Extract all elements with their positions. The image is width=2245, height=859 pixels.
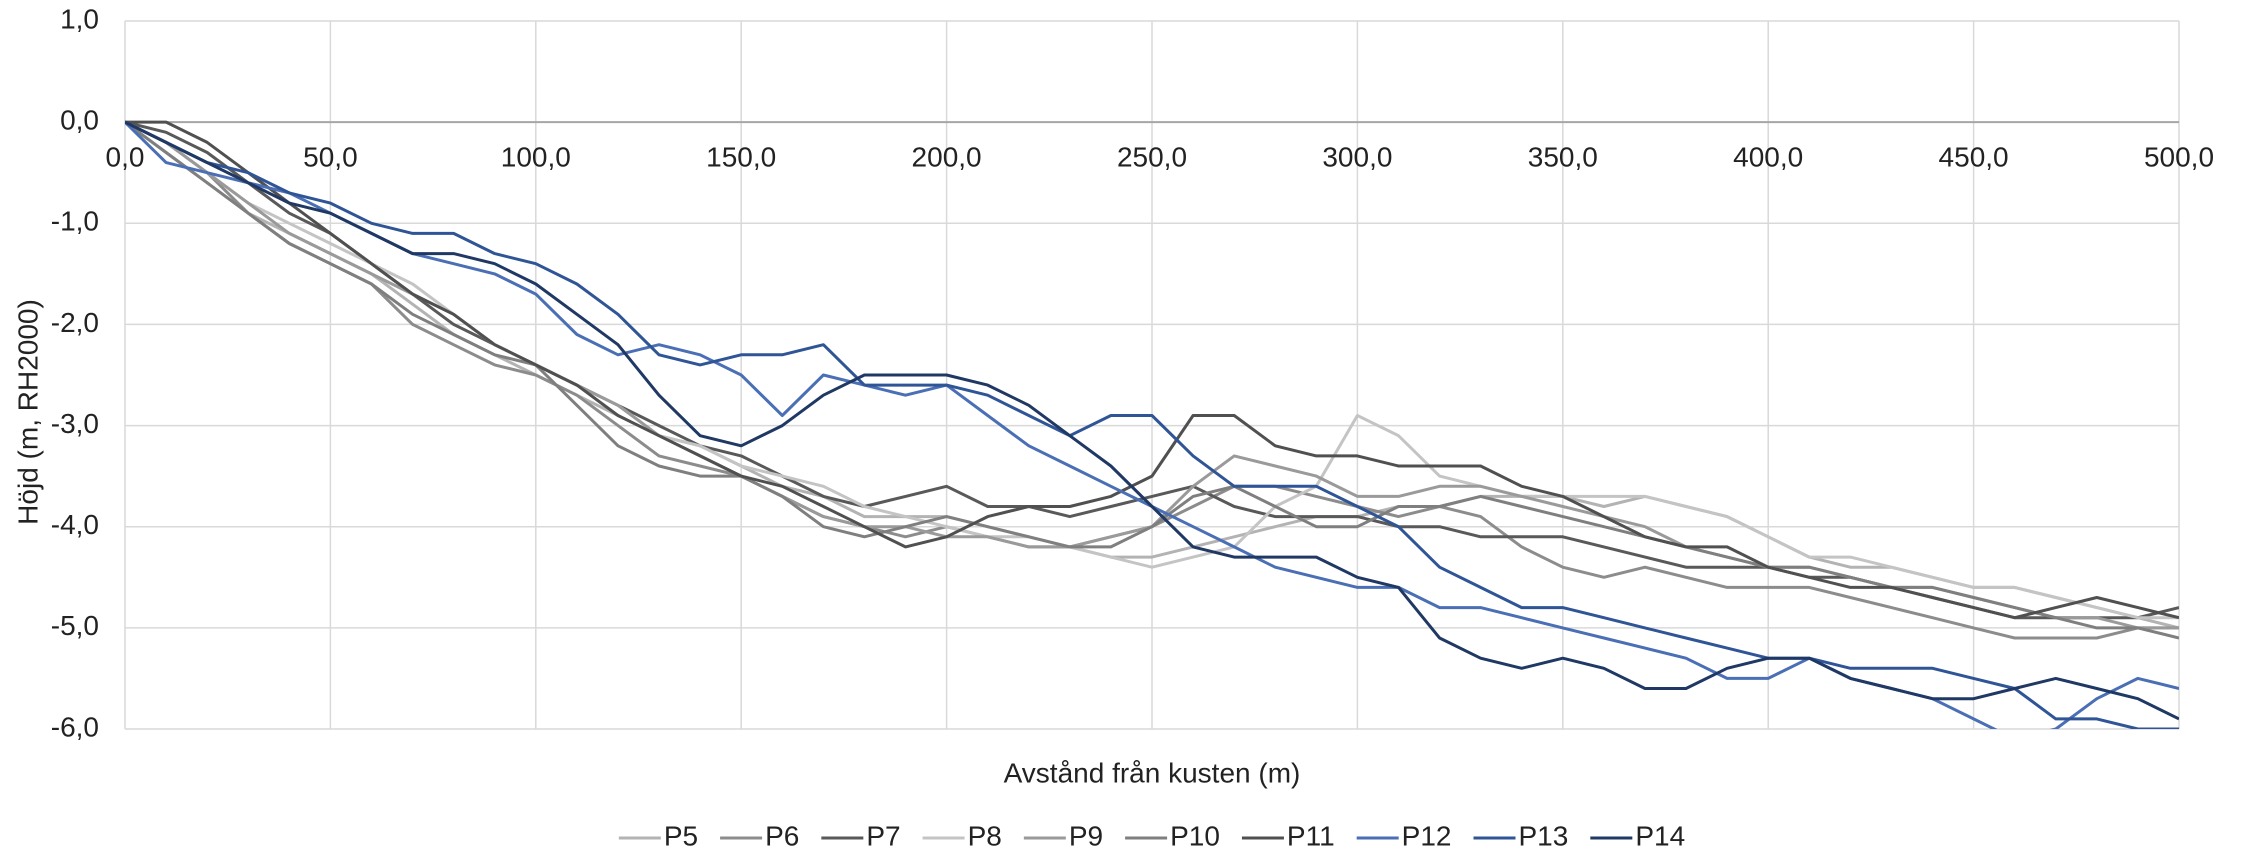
y-tick-label: -4,0 [51, 509, 99, 540]
series-line [125, 120, 2179, 729]
plot-area [125, 120, 2179, 729]
series-line [125, 120, 2179, 620]
legend-label: P14 [1635, 820, 1685, 851]
x-tick-label: 200,0 [912, 142, 982, 173]
legend-label: P7 [866, 820, 900, 851]
series-line [125, 120, 2179, 620]
series-line [125, 120, 2179, 721]
y-axis-title: Höjd (m, RH2000) [12, 299, 43, 525]
y-tick-label: 0,0 [60, 105, 99, 136]
x-tick-label: 250,0 [1117, 142, 1187, 173]
y-tick-label: -5,0 [51, 610, 99, 641]
legend-label: P8 [968, 820, 1002, 851]
x-tick-label: 100,0 [501, 142, 571, 173]
y-tick-label: 1,0 [60, 3, 99, 34]
y-tick-label: -3,0 [51, 408, 99, 439]
legend-label: P6 [765, 820, 799, 851]
legend: P5 P6 P7 P8 P9 P10 P11 P12 P13 P14 [618, 820, 1685, 851]
y-tick-label: -6,0 [51, 711, 99, 742]
legend-label: P11 [1287, 820, 1335, 851]
x-tick-label: 350,0 [1528, 142, 1598, 173]
x-tick-label: 0,0 [106, 142, 145, 173]
x-tick-label: 450,0 [1939, 142, 2009, 173]
legend-label: P12 [1402, 820, 1452, 851]
series-line [125, 120, 2179, 640]
legend-label: P13 [1519, 820, 1569, 851]
x-tick-label: 150,0 [706, 142, 776, 173]
legend-label: P9 [1069, 820, 1103, 851]
x-tick-label: 300,0 [1322, 142, 1392, 173]
y-tick-label: -1,0 [51, 206, 99, 237]
x-tick-label: 500,0 [2144, 142, 2214, 173]
legend-label: P5 [664, 820, 698, 851]
x-axis-title: Avstånd från kusten (m) [1004, 757, 1301, 788]
legend-label: P10 [1170, 820, 1220, 851]
y-tick-label: -2,0 [51, 307, 99, 338]
x-tick-label: 400,0 [1733, 142, 1803, 173]
x-tick-label: 50,0 [303, 142, 358, 173]
